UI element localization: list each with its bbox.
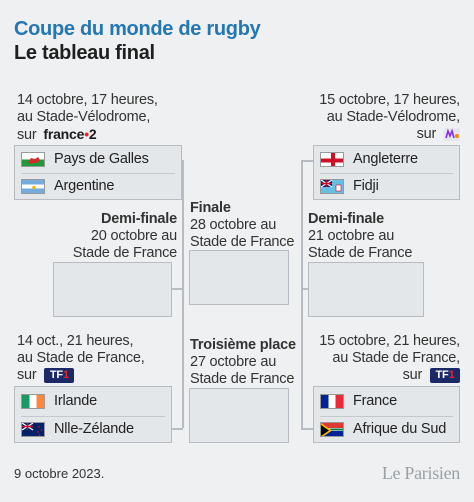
connector-line xyxy=(172,428,183,430)
team-row: France xyxy=(314,388,459,414)
round-label: Troisième place xyxy=(190,337,296,353)
round-venue: Stade de France xyxy=(308,245,413,261)
round-venue: Stade de France xyxy=(190,234,295,250)
connector-line xyxy=(172,288,183,290)
fiji-flag-icon xyxy=(320,178,344,194)
round-date: 20 octobre au xyxy=(90,228,177,244)
team-name: Fidji xyxy=(353,178,379,194)
connector-line xyxy=(182,288,184,428)
team-name: Argentine xyxy=(54,178,115,194)
final-info: Finale 28 octobre au Stade de France xyxy=(190,200,300,251)
match-box-qf-top-left: Pays de Galles Argentine xyxy=(14,145,182,200)
match-broadcast: sur TF 1 xyxy=(290,367,460,384)
team-divider xyxy=(21,173,175,174)
broadcast-prefix: sur xyxy=(17,127,37,143)
match-box-qf-bottom-left: Irlande Nlle-Zélande xyxy=(14,386,172,443)
match-venue: au Stade-Vélodrome, xyxy=(326,109,460,125)
south-africa-flag-icon xyxy=(320,421,344,437)
connector-line xyxy=(182,160,184,290)
team-name: France xyxy=(353,393,397,409)
broadcast-prefix: sur xyxy=(17,367,37,383)
connector-line xyxy=(301,288,313,290)
footer-date: 9 octobre 2023. xyxy=(14,466,105,481)
match-box-semi-left xyxy=(53,262,172,317)
broadcast-prefix: sur xyxy=(416,126,437,142)
round-date: 27 octobre au xyxy=(190,354,277,370)
connector-line xyxy=(301,160,303,430)
match-venue: au Stade-Vélodrome, xyxy=(17,109,151,125)
team-name: Angleterre xyxy=(353,151,418,167)
round-label: Demi-finale xyxy=(308,211,384,227)
match-venue: au Stade de France, xyxy=(332,350,460,366)
m6-logo-icon xyxy=(444,127,460,141)
team-divider xyxy=(320,416,453,417)
team-name: Nlle-Zélande xyxy=(54,421,134,437)
tf1-logo-icon: TF 1 xyxy=(430,367,460,383)
match-time: 14 oct., 21 heures, xyxy=(17,333,134,349)
wales-flag-icon xyxy=(21,151,45,167)
qf-top-right-info: 15 octobre, 17 heures, au Stade-Vélodrom… xyxy=(280,92,460,143)
tf1-logo-icon: TF 1 xyxy=(44,367,75,383)
qf-bottom-left-info: 14 oct., 21 heures, au Stade de France, … xyxy=(17,333,177,384)
match-broadcast: sur xyxy=(280,126,460,143)
team-row: Nlle-Zélande xyxy=(15,416,171,442)
page-title: Coupe du monde de rugby xyxy=(14,18,261,40)
ireland-flag-icon xyxy=(21,393,45,409)
team-name: Irlande xyxy=(54,393,97,409)
team-name: Afrique du Sud xyxy=(353,421,447,437)
match-box-qf-top-right: Angleterre Fidji xyxy=(313,145,460,200)
match-time: 14 octobre, 17 heures, xyxy=(17,92,158,108)
round-label: Demi-finale xyxy=(101,211,177,227)
team-row: Irlande xyxy=(15,388,171,414)
match-box-third-place xyxy=(189,388,289,443)
match-time: 15 octobre, 17 heures, xyxy=(319,92,460,108)
qf-bottom-right-info: 15 octobre, 21 heures, au Stade de Franc… xyxy=(290,333,460,384)
team-divider xyxy=(320,173,453,174)
match-box-final xyxy=(189,250,289,305)
semi-left-info: Demi-finale 20 octobre au Stade de Franc… xyxy=(52,211,177,262)
team-row: Afrique du Sud xyxy=(314,416,459,442)
round-date: 21 octobre au xyxy=(308,228,395,244)
team-row: Argentine xyxy=(15,173,181,199)
round-venue: Stade de France xyxy=(72,245,177,261)
brand-logo: Le Parisien xyxy=(381,463,460,483)
argentina-flag-icon xyxy=(21,178,45,194)
broadcast-prefix: sur xyxy=(402,367,423,383)
semi-right-info: Demi-finale 21 octobre au Stade de Franc… xyxy=(308,211,438,262)
round-label: Finale xyxy=(190,200,231,216)
match-box-semi-right xyxy=(308,262,424,317)
france2-logo-icon: france•2 xyxy=(43,126,97,142)
team-row: Angleterre xyxy=(314,146,459,172)
page-subtitle: Le tableau final xyxy=(14,42,155,64)
match-venue: au Stade de France, xyxy=(17,350,145,366)
qf-top-left-info: 14 octobre, 17 heures, au Stade-Vélodrom… xyxy=(17,92,187,144)
connector-line xyxy=(301,428,313,430)
england-flag-icon xyxy=(320,151,344,167)
round-venue: Stade de France xyxy=(190,371,295,387)
round-date: 28 octobre au xyxy=(190,217,277,233)
match-box-qf-bottom-right: France Afrique du Sud xyxy=(313,386,460,443)
match-broadcast: sur france•2 xyxy=(17,126,187,144)
team-row: Fidji xyxy=(314,173,459,199)
team-divider xyxy=(21,416,165,417)
team-name: Pays de Galles xyxy=(54,151,149,167)
team-row: Pays de Galles xyxy=(15,146,181,172)
new-zealand-flag-icon xyxy=(21,421,45,437)
third-place-info: Troisième place 27 octobre au Stade de F… xyxy=(190,337,300,388)
match-time: 15 octobre, 21 heures, xyxy=(319,333,460,349)
connector-line xyxy=(301,160,313,162)
match-broadcast: sur TF 1 xyxy=(17,367,177,384)
france-flag-icon xyxy=(320,393,344,409)
